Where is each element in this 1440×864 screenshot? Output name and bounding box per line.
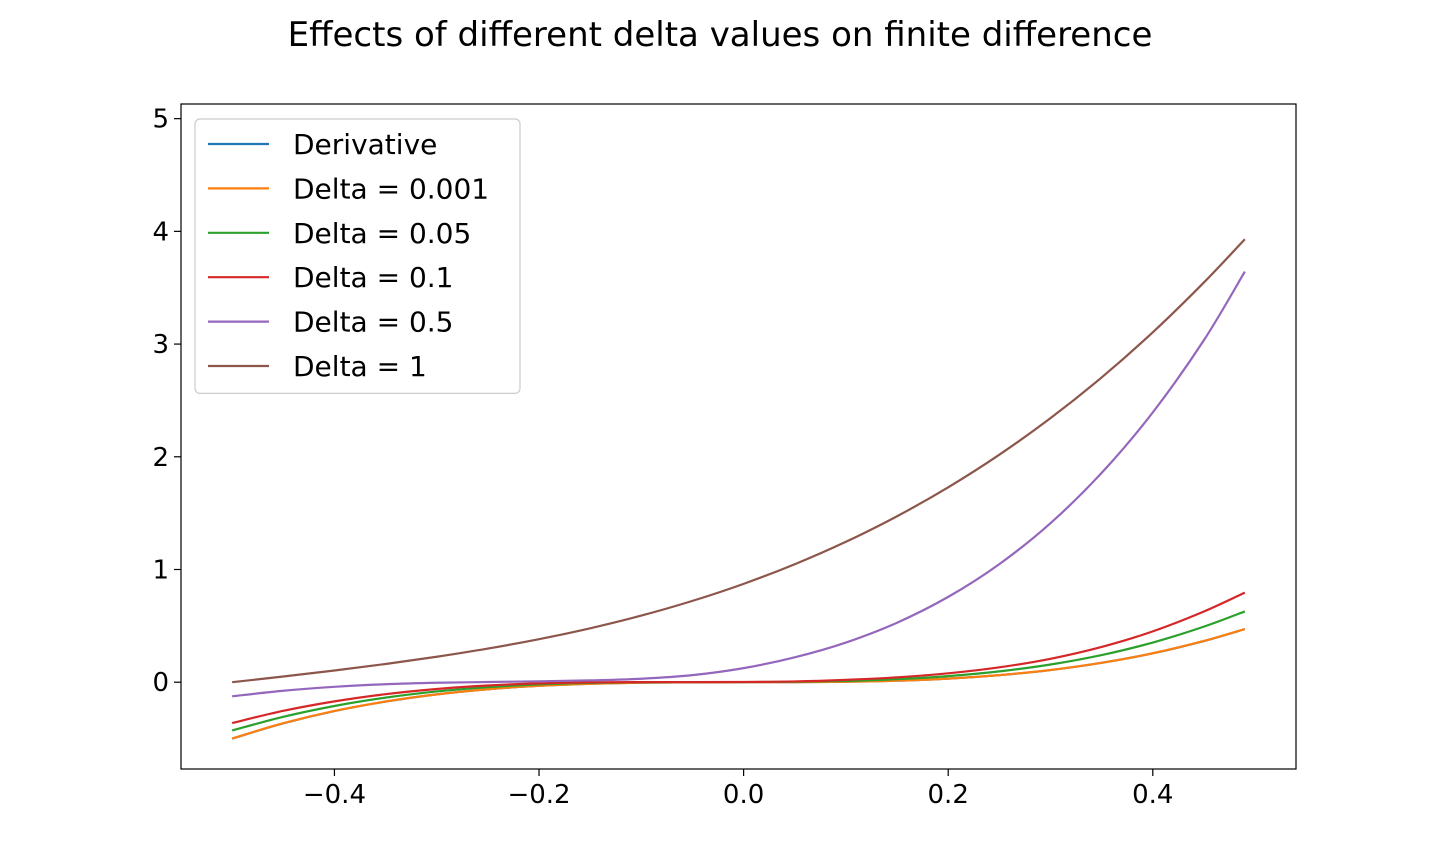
x-axis: −0.4 −0.2 0.0 0.2 0.4: [303, 769, 1173, 810]
series-line-5: [232, 271, 1246, 698]
legend-box: [194, 118, 521, 394]
legend-label: Delta = 1: [293, 350, 427, 383]
legend: Derivative Delta = 0.001 Delta = 0.05 Delta…: [194, 118, 521, 394]
series-layer: [231, 238, 1246, 740]
x-tick-label: −0.4: [303, 780, 366, 810]
legend-label: Delta = 0.1: [293, 261, 454, 294]
series-line-6: [232, 238, 1246, 684]
y-tick-label: 4: [152, 217, 169, 247]
y-tick-label: 3: [152, 330, 169, 360]
legend-label: Derivative: [293, 128, 437, 161]
series-line-3: [231, 610, 1246, 732]
x-tick-label: 0.4: [1132, 780, 1173, 810]
x-tick-label: 0.0: [723, 780, 764, 810]
x-tick-label: −0.2: [507, 780, 570, 810]
y-tick-label: 2: [152, 443, 169, 473]
legend-label: Delta = 0.5: [293, 306, 454, 339]
legend-label: Delta = 0.001: [293, 172, 489, 205]
series-line-4: [231, 591, 1246, 725]
y-tick-label: 5: [152, 105, 169, 135]
y-axis: 0 1 2 3 4 5: [152, 105, 181, 698]
y-tick-label: 1: [152, 556, 169, 586]
x-tick-label: 0.2: [928, 780, 969, 810]
chart-title: Effects of different delta values on fin…: [288, 15, 1153, 55]
legend-label: Delta = 0.05: [293, 217, 471, 250]
y-tick-label: 0: [152, 668, 169, 698]
plot-frame: [180, 103, 1297, 770]
